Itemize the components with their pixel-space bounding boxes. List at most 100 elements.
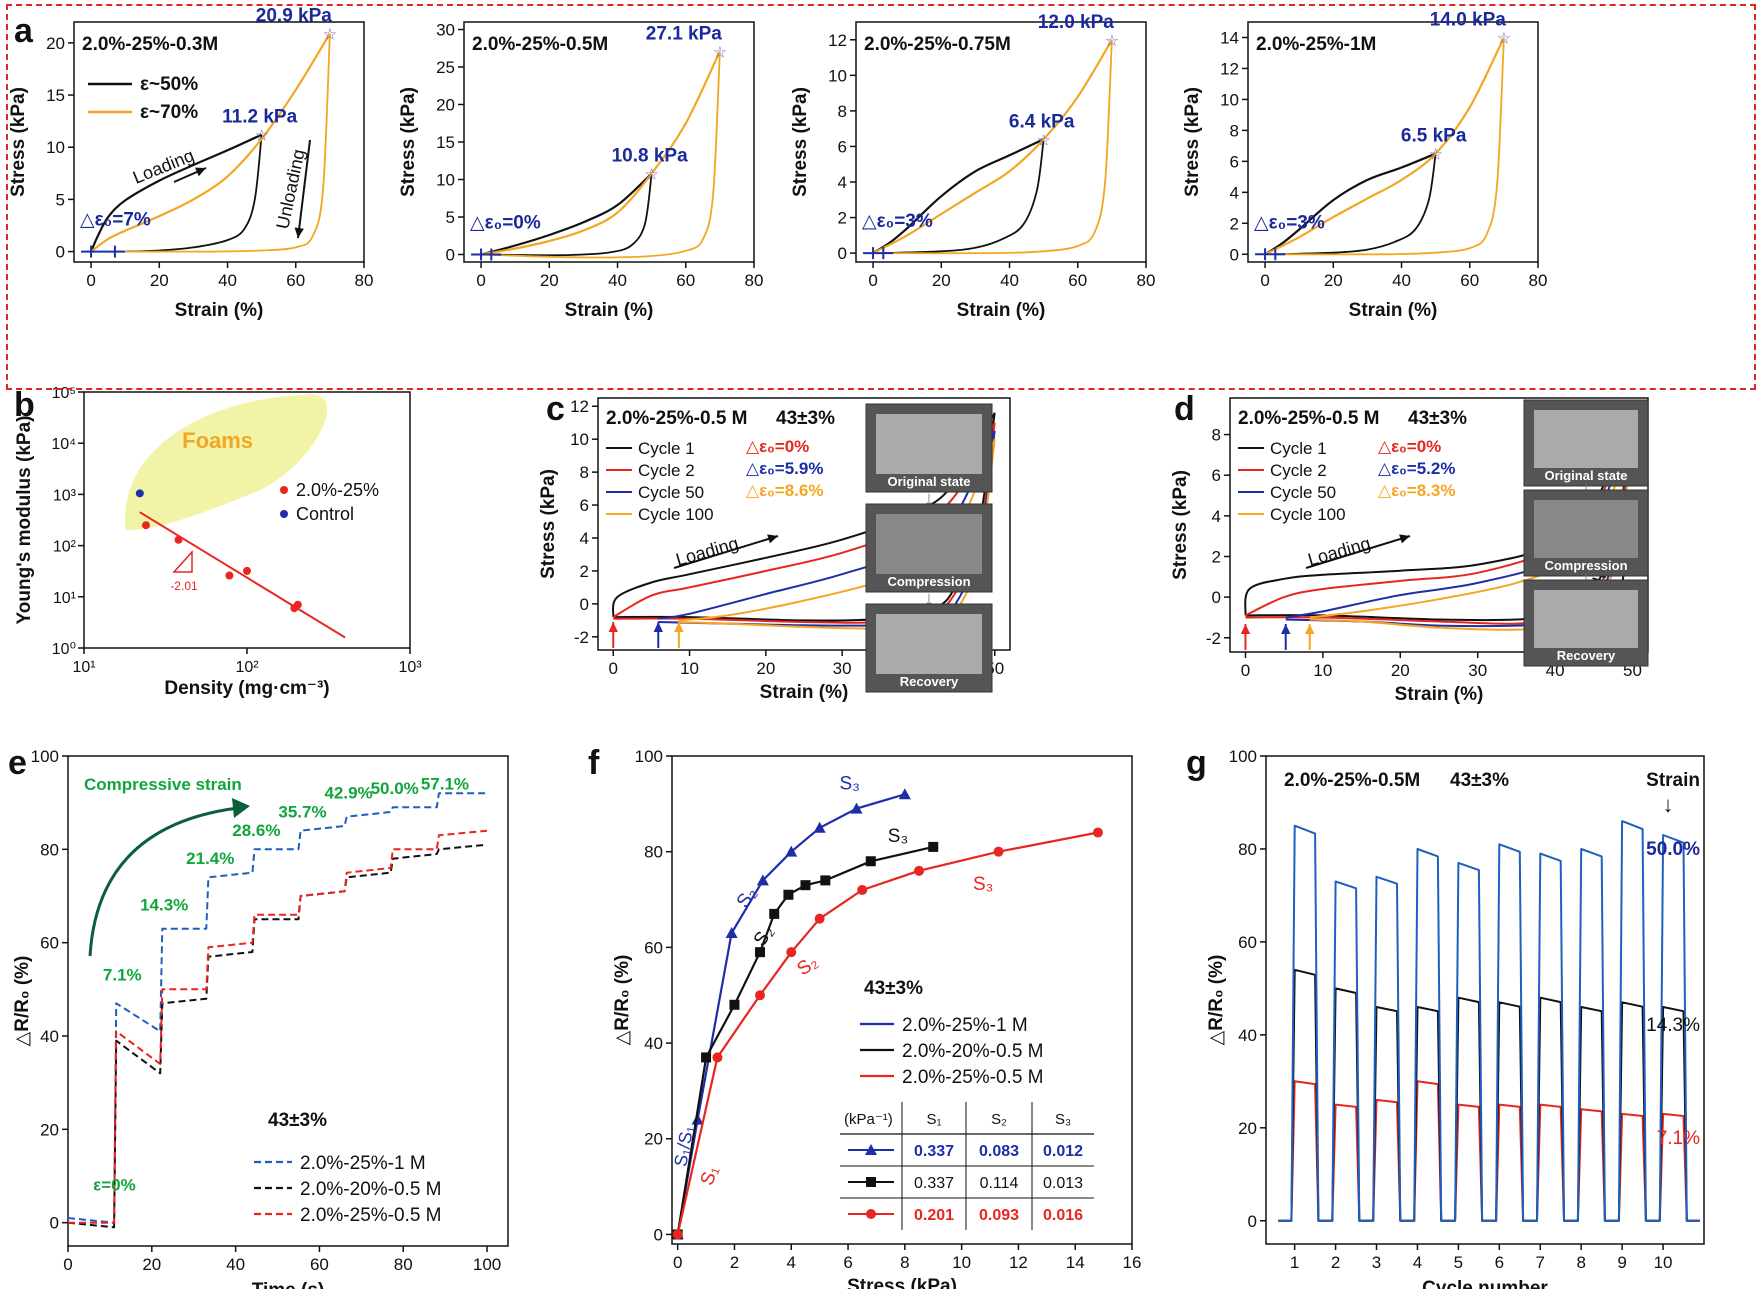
series-line-loading-e50: [480, 172, 653, 256]
series-line-1: [67, 843, 488, 1229]
y-tick-label: 8: [1230, 121, 1239, 140]
series-line-unloading-e70: [114, 33, 331, 253]
legend-label: 2.0%-25%-1 M: [300, 1153, 426, 1174]
inset-arrow-icon: ↓: [1581, 568, 1591, 590]
y-tick-label: 40: [644, 1034, 663, 1053]
y-tick-label: 100: [31, 747, 59, 766]
y-tick-label: 0: [654, 1225, 663, 1244]
step-strain-label: 14.3%: [140, 896, 188, 915]
series-line-unloading-e50: [481, 173, 653, 257]
y-tick-label: 12: [828, 31, 847, 50]
x-tick-label: 6: [843, 1253, 852, 1272]
y-tick-label: 2: [580, 562, 589, 581]
x-tick-label: 6: [1495, 1253, 1504, 1272]
data-point-square: [729, 999, 740, 1010]
delta-strain-label: △ε₀=7%: [80, 210, 151, 231]
y-tick-label: 20: [436, 96, 455, 115]
sample-label: 2.0%-25%-0.5M: [1284, 770, 1420, 791]
y-axis-label: Stress (kPa): [8, 87, 29, 197]
series-line-unloading-e70: [481, 51, 721, 259]
x-tick-label: 10³: [398, 659, 422, 676]
data-point-circle: [755, 990, 766, 1001]
x-tick-label: 16: [1123, 1253, 1142, 1272]
x-tick-label: 0: [609, 659, 618, 678]
legend-label-e50: ε~50%: [140, 74, 198, 95]
x-tick-label: 3: [1372, 1253, 1381, 1272]
x-tick-label: 60: [286, 271, 305, 290]
series-line-loading-e50: [1264, 152, 1437, 256]
data-point-2-0-25: [174, 535, 183, 544]
x-tick-label: 4: [1413, 1253, 1422, 1272]
table-cell: 0.093: [979, 1207, 1019, 1224]
inset-sample-shape: [876, 614, 982, 674]
inset-label: Compression: [887, 574, 970, 589]
data-point-square: [820, 875, 831, 886]
x-tick-label: 80: [1137, 271, 1156, 290]
table-row-marker: [866, 1209, 876, 1219]
table-cell: 0.013: [1043, 1175, 1083, 1192]
y-tick-label: 6: [838, 137, 847, 156]
loading-annotation: Loading: [130, 145, 197, 188]
x-axis-label: Strain (%): [957, 300, 1046, 321]
peak-value-label: 10.8 kPa: [612, 146, 688, 167]
x-tick-label: 20: [1391, 661, 1410, 680]
x-axis-label: Cycle number: [1422, 1278, 1548, 1289]
inset-sample-shape: [1534, 500, 1638, 558]
offset-arrow-head: [674, 622, 684, 632]
table-header: S₃: [1055, 1111, 1071, 1128]
plot-frame: [1265, 755, 1705, 1245]
delta-strain-label: △ε₀=5.2%: [1378, 459, 1455, 478]
table-cell: 0.337: [914, 1175, 954, 1192]
step-strain-label: 28.6%: [232, 821, 280, 840]
x-tick-label: 1: [1290, 1253, 1299, 1272]
table-row-marker: [866, 1177, 876, 1187]
y-tick-label: 4: [838, 173, 847, 192]
y-tick-label: 10: [570, 430, 589, 449]
x-tick-label: 100: [473, 1255, 501, 1274]
x-tick-label: 20: [150, 271, 169, 290]
y-tick-label: 10⁰: [52, 641, 76, 658]
table-cell: 0.114: [980, 1175, 1019, 1192]
y-axis-label: △R/R₀ (%): [612, 955, 633, 1046]
step-strain-label: 42.9%: [324, 784, 372, 803]
legend-label: Cycle 50: [638, 483, 704, 502]
series-line-0: [67, 792, 487, 1224]
legend-label: 2.0%-25%-0.5 M: [902, 1067, 1044, 1088]
data-point-square: [800, 880, 811, 891]
series-line-2: [68, 829, 488, 1224]
offset-arrow-head: [608, 622, 618, 632]
y-tick-label: 0: [1230, 245, 1239, 264]
table-header: S₂: [991, 1111, 1007, 1128]
table-cell: 0.016: [1043, 1207, 1083, 1224]
series-line-1: [1278, 968, 1700, 1222]
x-tick-label: 80: [355, 271, 374, 290]
delta-strain-label: △ε₀=8.3%: [1378, 481, 1455, 500]
data-point-triangle: [725, 927, 738, 939]
legend-label: Cycle 2: [638, 461, 695, 480]
y-tick-label: 80: [1238, 840, 1257, 859]
data-point-square: [755, 947, 766, 958]
strain-level-label: 14.3%: [1646, 1015, 1700, 1036]
y-tick-label: 0: [1248, 1212, 1257, 1231]
table-row-marker: [865, 1144, 877, 1155]
slope-label-s2: S₂: [733, 883, 762, 911]
x-tick-label: 0: [673, 1253, 682, 1272]
legend-label-e70: ε~70%: [140, 102, 198, 123]
series-line-loading-e50: [90, 133, 263, 253]
inset-sample-shape: [876, 514, 982, 574]
compressive-strain-label: Compressive strain: [84, 775, 242, 794]
series-line-unloading-e70: [883, 39, 1113, 255]
x-tick-label: 60: [676, 271, 695, 290]
data-point-circle: [914, 865, 925, 876]
peak-value-label: 11.2 kPa: [222, 107, 297, 128]
inset-label: Original state: [887, 474, 970, 489]
sample-label: 2.0%-25%-0.5 M: [1238, 408, 1380, 429]
panel-letter-g: g: [1186, 744, 1207, 782]
x-tick-label: 0: [63, 1255, 72, 1274]
x-tick-label: 10: [680, 659, 699, 678]
y-tick-label: 10¹: [53, 590, 76, 607]
peak-star-marker: ☆: [1105, 33, 1119, 50]
series-line-0: [1278, 820, 1700, 1222]
y-tick-label: 10: [436, 171, 455, 190]
x-tick-label: 40: [1000, 271, 1019, 290]
